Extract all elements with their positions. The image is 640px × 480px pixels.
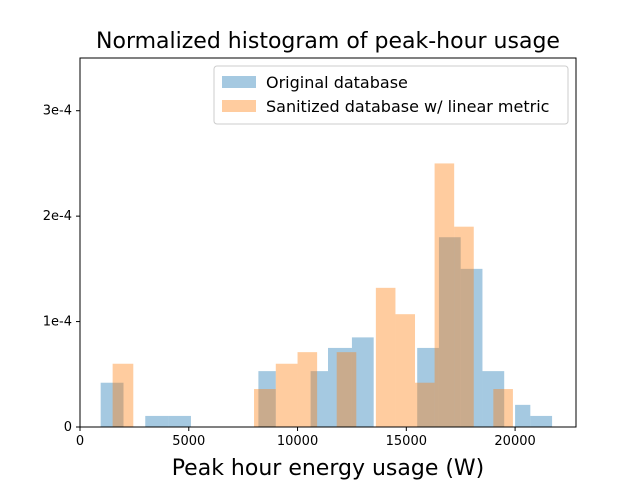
histogram-bar xyxy=(310,371,328,427)
y-tick-label: 2e-4 xyxy=(43,209,72,224)
histogram-bar xyxy=(254,389,276,427)
histogram-bar xyxy=(351,337,374,427)
histogram-bar xyxy=(100,382,124,427)
histogram-bar xyxy=(415,382,435,427)
legend-swatch xyxy=(222,100,256,112)
x-tick-label: 20000 xyxy=(494,434,535,449)
histogram-bar xyxy=(434,163,455,427)
legend-box xyxy=(213,65,569,125)
histogram-bar xyxy=(168,415,191,427)
series-2 xyxy=(112,163,513,427)
y-tick-label: 0 xyxy=(64,420,72,435)
histogram-bar xyxy=(112,363,134,427)
histogram-bar xyxy=(328,347,352,427)
legend-label: Original database xyxy=(266,73,408,92)
y-axis-ticks: 0 1e-4 2e-4 3e-4 xyxy=(43,104,80,435)
histogram-bar xyxy=(515,404,531,427)
axes-frame xyxy=(79,57,577,428)
histogram-bar xyxy=(493,389,513,427)
histogram-bar xyxy=(530,415,553,427)
histogram-bar xyxy=(297,352,318,427)
plot-area xyxy=(100,163,553,427)
histogram-bar xyxy=(375,287,396,427)
series-1 xyxy=(100,237,553,427)
histogram-bar xyxy=(258,371,276,427)
histogram-bar xyxy=(454,226,474,427)
x-tick-label: 10000 xyxy=(277,434,318,449)
chart-title: Normalized histogram of peak-hour usage xyxy=(96,29,560,54)
histogram-bar xyxy=(438,237,461,427)
histogram-bar xyxy=(336,352,357,427)
x-axis-ticks: 0 5000 10000 15000 20000 xyxy=(76,427,536,449)
x-tick-label: 15000 xyxy=(386,434,427,449)
x-tick-label: 5000 xyxy=(172,434,205,449)
legend-label: Sanitized database w/ linear metric xyxy=(266,97,549,116)
histogram-bar xyxy=(460,268,483,427)
histogram-bar xyxy=(275,363,298,427)
y-tick-label: 3e-4 xyxy=(43,104,72,119)
x-tick-label: 0 xyxy=(76,434,84,449)
histogram-bar xyxy=(395,314,416,427)
legend-swatch xyxy=(222,76,256,88)
histogram-bar xyxy=(145,415,169,427)
histogram-bar xyxy=(417,347,439,427)
legend: Original database Sanitized database w/ l… xyxy=(213,65,569,125)
x-axis-label: Peak hour energy usage (W) xyxy=(172,456,485,480)
y-tick-label: 1e-4 xyxy=(43,315,72,330)
histogram-bar xyxy=(482,371,505,427)
